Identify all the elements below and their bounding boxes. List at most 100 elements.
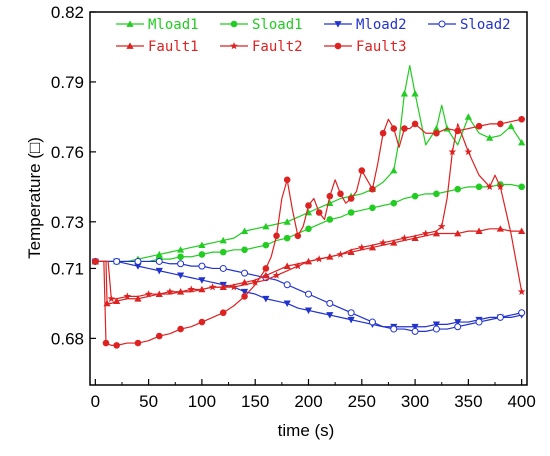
data-point — [187, 285, 196, 293]
ticks-layer: 0 50 100 150 200 250 300 350 400 0.68 0.71 0.73 0.76… — [51, 3, 536, 411]
legend-label: Mload1 — [148, 17, 199, 33]
legend-item-sload2: Sload2 — [428, 17, 511, 33]
data-point — [475, 122, 483, 130]
data-point — [251, 278, 260, 286]
series-sload2 — [91, 257, 526, 335]
data-point — [411, 323, 419, 331]
series-layer — [91, 65, 526, 349]
data-point — [432, 321, 441, 328]
data-point — [198, 318, 206, 326]
data-point — [475, 227, 483, 235]
data-point — [176, 246, 185, 253]
x-tick-label: 150 — [241, 392, 269, 411]
data-point — [241, 269, 249, 277]
legend-item-fault3: Fault3 — [324, 39, 407, 55]
data-point — [240, 278, 249, 286]
data-point — [283, 218, 291, 225]
data-point — [219, 309, 227, 317]
data-point — [262, 271, 270, 279]
data-point — [230, 283, 238, 291]
data-point — [198, 262, 206, 270]
data-point — [283, 176, 291, 184]
data-point — [518, 309, 526, 317]
data-point — [518, 115, 525, 123]
x-tick-label: 250 — [348, 392, 376, 411]
data-point — [347, 209, 355, 216]
data-point — [496, 225, 504, 232]
data-point — [390, 325, 398, 333]
data-point — [198, 277, 206, 284]
data-point — [305, 225, 312, 233]
legend-item-fault1: Fault1 — [116, 39, 199, 55]
data-point — [283, 300, 291, 308]
series-fault3 — [92, 115, 525, 349]
data-point — [262, 222, 270, 230]
data-point — [113, 342, 120, 349]
data-point — [432, 325, 440, 333]
data-point — [144, 290, 153, 298]
data-point — [464, 147, 473, 156]
data-point — [241, 293, 248, 300]
data-point — [454, 229, 462, 237]
data-point — [454, 319, 462, 326]
data-point — [475, 183, 483, 191]
data-point — [379, 238, 387, 247]
data-point — [448, 147, 457, 156]
data-point — [518, 138, 526, 146]
data-point — [177, 325, 184, 333]
data-point — [368, 318, 376, 326]
data-point — [401, 125, 408, 132]
data-point — [485, 182, 494, 191]
y-tick-label: 0.82 — [51, 3, 84, 22]
data-point — [518, 183, 525, 191]
data-point — [337, 190, 344, 198]
data-point — [177, 253, 184, 261]
y-axis-title: Temperature (□) — [25, 137, 44, 259]
x-tick-label: 300 — [401, 392, 429, 411]
data-point — [347, 248, 355, 255]
y-tick-label: 0.68 — [51, 329, 84, 348]
data-point — [219, 264, 227, 272]
data-point — [102, 339, 110, 347]
data-point — [294, 232, 302, 240]
legend-label: Sload1 — [252, 17, 303, 33]
data-point — [464, 113, 472, 120]
plot-frame — [89, 11, 528, 386]
legend: Mload1 Sload1 Mload2 Sload2 Fault1 Fault2 Faul… — [116, 17, 511, 55]
data-point — [379, 129, 387, 137]
data-point — [411, 120, 419, 128]
y-tick-label: 0.71 — [51, 259, 84, 278]
legend-swatch-marker — [230, 20, 238, 28]
data-point — [369, 185, 376, 193]
data-point — [294, 262, 302, 270]
data-point — [496, 313, 504, 321]
data-point — [497, 120, 504, 128]
y-tick-label: 0.76 — [51, 143, 84, 162]
data-point — [305, 202, 312, 209]
legend-label: Fault3 — [356, 39, 407, 55]
x-tick-label: 0 — [91, 392, 100, 411]
x-axis-title: time (s) — [278, 421, 335, 440]
data-point — [198, 241, 206, 249]
data-point — [107, 294, 116, 302]
legend-item-mload1: Mload1 — [116, 17, 199, 33]
x-tick-label: 400 — [507, 392, 535, 411]
data-point — [134, 257, 142, 265]
data-point — [390, 199, 398, 207]
data-point — [219, 236, 227, 244]
data-point — [123, 292, 132, 300]
data-point — [262, 265, 270, 272]
data-point — [347, 316, 355, 324]
data-point — [315, 255, 323, 263]
legend-label: Sload2 — [460, 17, 511, 33]
legend-swatch-marker — [126, 42, 134, 49]
data-point — [326, 312, 334, 319]
legend-swatch-marker — [126, 20, 134, 27]
y-tick-label: 0.79 — [51, 73, 84, 92]
data-point — [496, 182, 505, 191]
data-point — [400, 234, 409, 242]
data-point — [134, 295, 142, 302]
data-point — [421, 229, 430, 237]
data-point — [517, 287, 526, 295]
y-tick-label: 0.73 — [51, 213, 84, 232]
